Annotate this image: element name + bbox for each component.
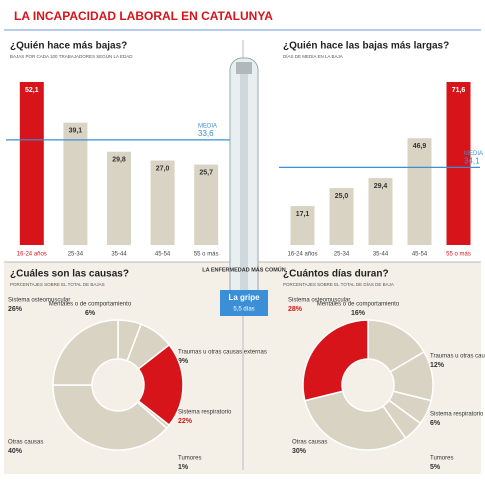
x-tick-label: 55 o más [446,252,471,258]
reference-value: 34,1 [464,156,480,165]
slice-value: 26% [8,306,23,313]
slice-label: Otras causas [292,440,327,446]
slice-value: 6% [85,310,96,317]
slice-value: 5% [430,464,441,471]
value-label: 29,4 [374,183,388,190]
slice-label: Otras causas [8,440,43,446]
x-tick-label: 35-44 [111,252,127,258]
bar [194,165,218,245]
value-label: 29,8 [112,157,126,164]
page-title: LA INCAPACIDAD LABORAL EN CATALUNYA [14,9,273,23]
slice-label: Tumores [178,456,201,462]
x-tick-label: 35-44 [373,252,389,258]
bar [408,138,432,245]
x-tick-label: 45-54 [412,252,428,258]
slice-value: 22% [178,418,193,425]
x-tick-label: 45-54 [155,252,171,258]
slice-label: Sistema respiratorio [430,412,484,418]
bar [20,82,44,245]
chart-title: ¿Quién hace las bajas más largas? [283,41,449,52]
slice-label: Sistema respiratorio [178,410,232,416]
slice-label: Sistema osteomuscular [8,298,70,304]
slice-value: 40% [8,448,23,455]
chart-subtitle: DÍAS DE MEDIA EN LA BAJA [283,53,343,59]
slice-value: 30% [292,448,307,455]
thermometer-tube [240,70,248,295]
slice-value: 16% [351,310,366,317]
infographic: LA INCAPACIDAD LABORAL EN CATALUNYA LA E… [0,0,485,481]
chart-title: ¿Quién hace más bajas? [10,41,127,52]
value-label: 71,6 [452,87,466,94]
x-tick-label: 55 o más [194,252,219,258]
chart-subtitle: BAJAS POR CADA 100 TRABAJADORES SEGÚN LA… [10,53,133,59]
bar [107,152,131,245]
chart-subtitle: PORCENTAJES SOBRE EL TOTAL DE BAJAS [10,282,105,287]
reference-value: 33,6 [198,129,214,138]
value-label: 25,0 [335,193,349,200]
x-tick-label: 25-34 [68,252,84,258]
value-label: 27,0 [156,165,170,172]
slice-value: 28% [288,306,303,313]
chart-subtitle: PORCENTAJES SOBRE EL TOTAL DE DÍAS DE BA… [283,281,394,287]
callout-value: 5,5 días [233,307,254,313]
thermometer-cap [236,62,252,74]
bar [151,161,175,245]
slice-label: Traumas u otras causas externas [178,350,267,356]
slice-value: 12% [430,362,445,369]
bar [63,123,87,245]
x-tick-label: 16-24 años [287,252,317,258]
callout-title: La gripe [228,293,260,302]
chart-title: ¿Cuántos días duran? [283,269,389,280]
slice-label: Traumas u otras causas externas [430,354,485,360]
slice-label: Tumores [430,456,453,462]
value-label: 46,9 [413,143,427,150]
x-tick-label: 25-34 [334,252,350,258]
value-label: 52,1 [25,87,39,94]
x-tick-label: 16-24 años [17,252,47,258]
slice-label: Sistema osteomuscular [288,298,350,304]
slice-value: 1% [178,464,189,471]
chart-title: ¿Cuáles son las causas? [10,269,129,280]
value-label: 39,1 [69,128,83,135]
value-label: 17,1 [296,211,310,218]
value-label: 25,7 [199,169,213,176]
slice-value: 6% [430,420,441,427]
thermometer-caption: LA ENFERMEDAD MÁS COMÚN [202,266,286,273]
